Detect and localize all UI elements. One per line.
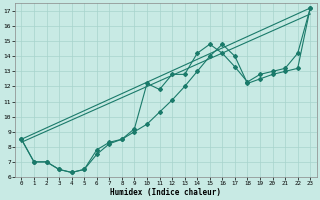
X-axis label: Humidex (Indice chaleur): Humidex (Indice chaleur) (110, 188, 221, 197)
